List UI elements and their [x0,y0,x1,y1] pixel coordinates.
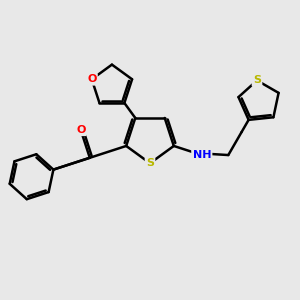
Text: O: O [76,125,86,135]
Text: S: S [146,158,154,168]
Text: S: S [253,75,261,85]
Text: O: O [87,74,96,84]
Text: NH: NH [193,150,211,160]
